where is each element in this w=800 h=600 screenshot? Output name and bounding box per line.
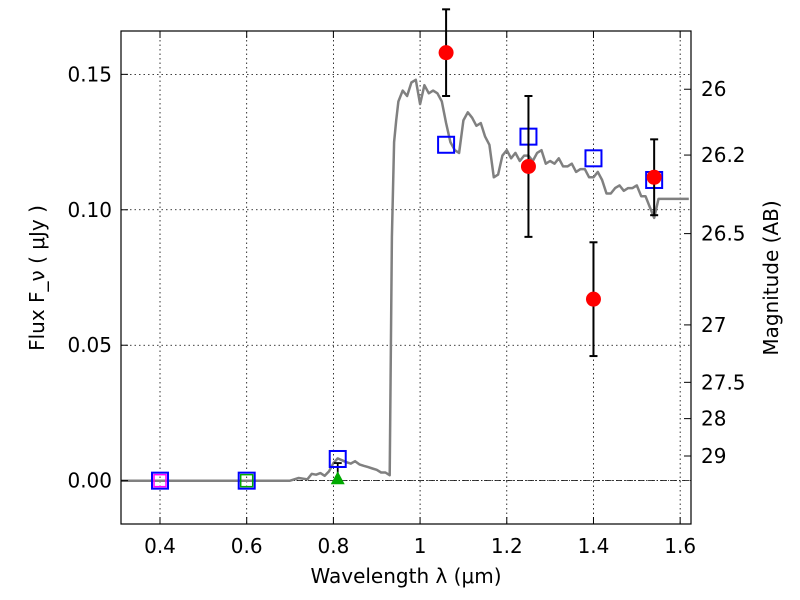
x-axis-title: Wavelength λ (μm) [310, 564, 501, 588]
inner-square-green [239, 473, 254, 488]
observed-point [520, 158, 536, 174]
x-tick-label: 0.4 [144, 534, 176, 558]
plot-frame [120, 30, 692, 525]
x-axis-ticks: 0.4 0.6 0.8 1 1.2 1.4 1.6 [144, 31, 696, 558]
model-band-square [584, 149, 603, 168]
y-axis-title: Flux F_ν ( μJy ) [25, 205, 49, 351]
observed-point [438, 45, 454, 61]
x-tick-label: 1.2 [491, 534, 523, 558]
magnitude-tick-label: 27 [701, 313, 726, 337]
observed-point [585, 291, 601, 307]
magnitude-tick-label: 26.2 [701, 143, 746, 167]
y-tick-label: 0.10 [67, 198, 112, 222]
model-band-square [151, 471, 170, 490]
x-tick-label: 1.6 [664, 534, 696, 558]
series-layer [121, 8, 689, 490]
x-tick-label: 1.4 [578, 534, 610, 558]
magnitude-tick-label: 26 [701, 77, 726, 101]
x-tick-label: 0.6 [231, 534, 263, 558]
y-tick-label: 0.00 [67, 469, 112, 493]
magnitude-axis-title: Magnitude (AB) [759, 200, 783, 355]
spectrum-line [121, 78, 689, 482]
y-tick-label: 0.05 [67, 333, 112, 357]
magnitude-tick-label: 28 [701, 407, 726, 431]
model-band-square [237, 471, 256, 490]
observed-point [646, 169, 662, 185]
x-tick-label: 1 [414, 534, 427, 558]
inner-square-magenta [153, 473, 167, 488]
y-tick-label: 0.15 [67, 62, 112, 86]
model-band-square [328, 449, 347, 468]
magnitude-axis-ticks: 26 26.2 26.5 27 27.5 28 29 [684, 77, 746, 468]
x-tick-label: 0.8 [317, 534, 349, 558]
plot-background [121, 31, 691, 524]
magnitude-tick-label: 27.5 [701, 370, 746, 394]
triangle-point [330, 471, 345, 485]
magnitude-tick-label: 26.5 [701, 222, 746, 246]
y-axis-ticks: 0.00 0.05 0.10 0.15 [67, 62, 128, 493]
grid [121, 31, 691, 524]
magnitude-tick-label: 29 [701, 444, 726, 468]
model-band-square [437, 135, 456, 154]
